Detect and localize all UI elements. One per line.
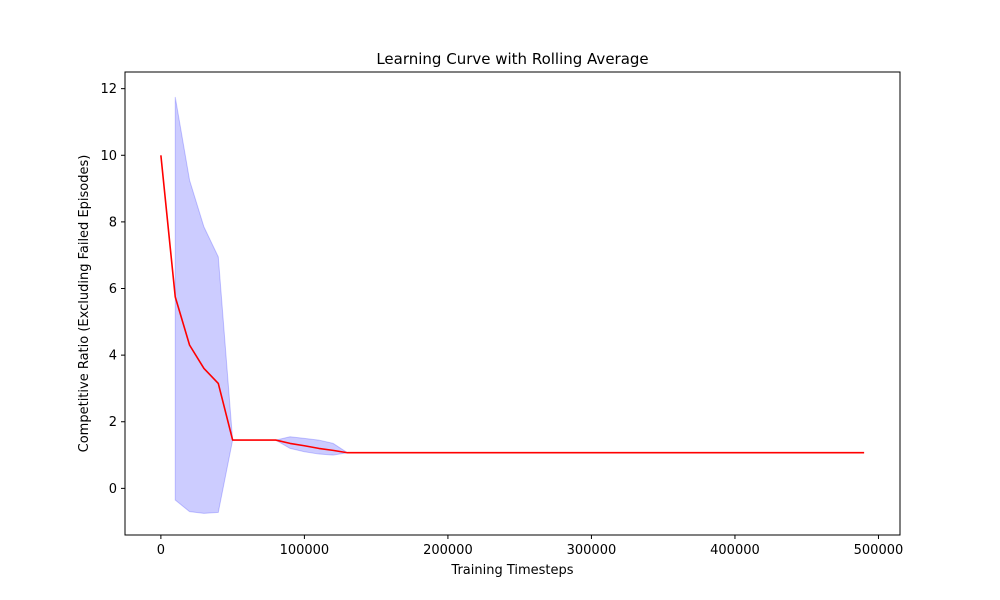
series-layer [160, 155, 865, 454]
x-tick-label: 100000 [280, 543, 330, 558]
x-tick-label: 500000 [854, 543, 904, 558]
y-axis-label: Competitive Ratio (Excluding Failed Epis… [77, 155, 92, 453]
series-line-0 [160, 155, 865, 454]
x-tick-label: 300000 [567, 543, 617, 558]
x-tick-label: 400000 [710, 543, 760, 558]
y-tick-label: 10 [100, 149, 117, 164]
chart-title: Learning Curve with Rolling Average [376, 50, 648, 68]
x-tick-label: 200000 [423, 543, 473, 558]
x-tick-label: 0 [157, 543, 165, 558]
y-tick-label: 6 [109, 282, 117, 297]
confidence-band-layer [174, 96, 349, 514]
y-tick-label: 8 [109, 215, 117, 230]
plot-area-frame [124, 71, 901, 536]
y-tick-label: 4 [109, 349, 117, 364]
y-axis: 0 2 4 6 8 10 12 [100, 82, 125, 497]
y-tick-label: 0 [109, 482, 117, 497]
rolling-band [174, 96, 349, 514]
y-tick-label: 12 [100, 82, 117, 97]
x-axis: 0 100000 200000 300000 400000 500000 [157, 535, 904, 558]
y-tick-label: 2 [109, 415, 117, 430]
x-axis-label: Training Timesteps [450, 563, 573, 578]
